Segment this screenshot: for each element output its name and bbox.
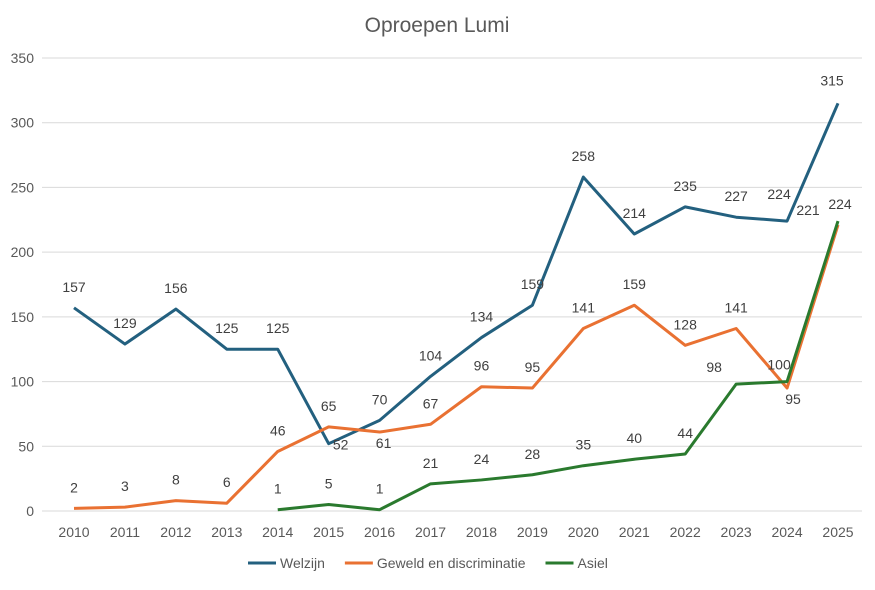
data-label: 129: [113, 315, 137, 331]
data-label: 100: [767, 357, 791, 373]
data-label: 224: [767, 186, 791, 202]
data-label: 141: [724, 300, 748, 316]
data-label: 159: [623, 276, 647, 292]
data-label: 28: [525, 446, 541, 462]
x-tick-label: 2010: [58, 524, 89, 540]
data-label: 224: [828, 196, 852, 212]
data-label: 104: [419, 347, 443, 363]
data-label: 52: [333, 437, 349, 453]
data-label: 2: [70, 479, 78, 495]
series-line-welzijn: [73, 102, 840, 446]
data-label: 315: [820, 72, 844, 88]
data-label: 235: [674, 178, 698, 194]
x-tick-label: 2023: [721, 524, 752, 540]
data-label: 44: [677, 425, 693, 441]
x-tick-label: 2014: [262, 524, 293, 540]
data-label: 6: [223, 474, 231, 490]
x-tick-label: 2016: [364, 524, 395, 540]
y-tick-label: 50: [18, 438, 34, 454]
data-label: 214: [623, 205, 647, 221]
data-label: 5: [325, 476, 333, 492]
y-tick-label: 200: [11, 244, 35, 260]
data-label: 125: [266, 320, 290, 336]
data-label: 258: [572, 148, 596, 164]
y-tick-label: 250: [11, 179, 35, 195]
data-label: 65: [321, 398, 337, 414]
data-label: 61: [376, 435, 392, 451]
data-label: 40: [626, 430, 642, 446]
x-tick-label: 2012: [160, 524, 191, 540]
y-tick-label: 100: [11, 374, 35, 390]
legend-label: Geweld en discriminatie: [377, 555, 526, 571]
x-tick-label: 2021: [619, 524, 650, 540]
data-label: 8: [172, 472, 180, 488]
data-label: 141: [572, 300, 596, 316]
x-tick-label: 2017: [415, 524, 446, 540]
x-tick-label: 2018: [466, 524, 497, 540]
y-tick-label: 0: [26, 503, 34, 519]
data-label: 3: [121, 478, 129, 494]
x-tick-label: 2011: [110, 524, 140, 540]
x-tick-label: 2025: [822, 524, 853, 540]
x-tick-label: 2020: [568, 524, 599, 540]
data-label: 21: [423, 455, 439, 471]
data-label: 156: [164, 280, 188, 296]
chart-title: Oproepen Lumi: [365, 14, 510, 37]
data-label: 46: [270, 422, 286, 438]
data-label: 125: [215, 320, 239, 336]
data-label: 24: [474, 451, 490, 467]
data-label: 95: [525, 359, 541, 375]
data-label: 1: [274, 481, 282, 497]
series-line-asiel: [277, 220, 840, 512]
y-tick-label: 150: [11, 309, 35, 325]
y-tick-label: 300: [11, 115, 35, 131]
x-tick-label: 2019: [517, 524, 548, 540]
series-line-geweld-en-discriminatie: [73, 224, 840, 510]
x-tick-label: 2015: [313, 524, 344, 540]
legend-label: Asiel: [578, 555, 608, 571]
data-label: 221: [796, 202, 820, 218]
data-label: 227: [724, 188, 748, 204]
data-label: 67: [423, 395, 439, 411]
data-label: 35: [576, 437, 592, 453]
data-label: 157: [62, 279, 86, 295]
legend-label: Welzijn: [280, 555, 325, 571]
x-tick-label: 2022: [670, 524, 701, 540]
data-label: 96: [474, 358, 490, 374]
data-label: 70: [372, 391, 388, 407]
data-label: 95: [785, 391, 801, 407]
data-label: 159: [521, 276, 545, 292]
x-tick-label: 2013: [211, 524, 242, 540]
data-label: 134: [470, 309, 494, 325]
data-label: 128: [674, 316, 698, 332]
data-label: 98: [706, 359, 722, 375]
y-tick-label: 350: [11, 50, 35, 66]
data-label: 1: [376, 481, 384, 497]
x-tick-label: 2024: [771, 524, 802, 540]
